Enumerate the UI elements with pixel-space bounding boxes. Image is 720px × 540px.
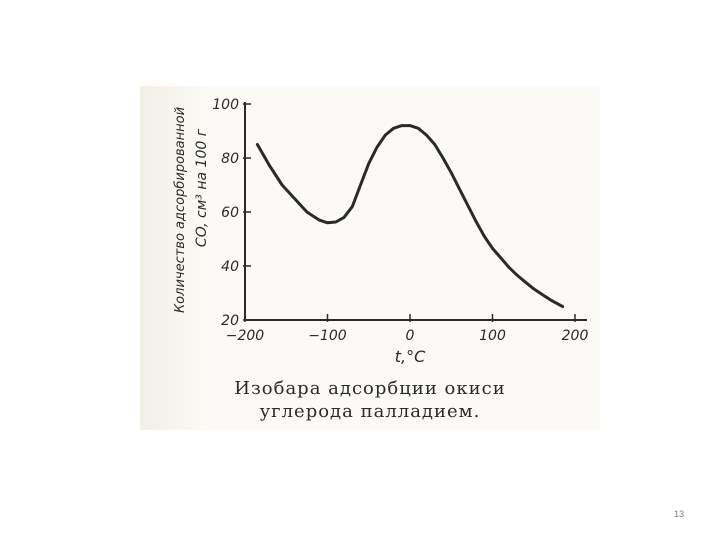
x-tick-label: −100: [308, 328, 347, 344]
chart-ticks: [243, 103, 576, 322]
y-tick-label: 40: [221, 259, 239, 275]
scanned-figure-background: [140, 86, 600, 430]
x-tick-label: −200: [226, 328, 265, 344]
scan-shadow-edge: [140, 86, 210, 430]
y-axis-label-line2: CO, см³ на 100 г: [194, 128, 210, 247]
y-tick-label: 20: [221, 313, 239, 329]
y-tick-label: 100: [212, 97, 239, 113]
y-axis-label-line1: Количество адсорбированной: [173, 107, 188, 313]
x-tick-label: 100: [479, 328, 506, 344]
y-tick-label: 60: [221, 205, 239, 221]
x-tick-label: 0: [406, 328, 415, 344]
caption-line-2: углерода палладием.: [259, 401, 481, 422]
chart-series: [255, 124, 565, 308]
page-number: 13: [673, 509, 684, 519]
chart-axes: [244, 102, 587, 321]
caption-line-1: Изобара адсорбции окиси: [234, 378, 506, 399]
chart-tick-labels: 100 80 60 40 20−200 −100 0 100 200: [212, 97, 588, 344]
x-axis-label: t,°C: [395, 347, 426, 366]
y-tick-label: 80: [221, 151, 239, 167]
x-tick-label: 200: [562, 328, 589, 344]
series-line-0: [255, 124, 565, 308]
